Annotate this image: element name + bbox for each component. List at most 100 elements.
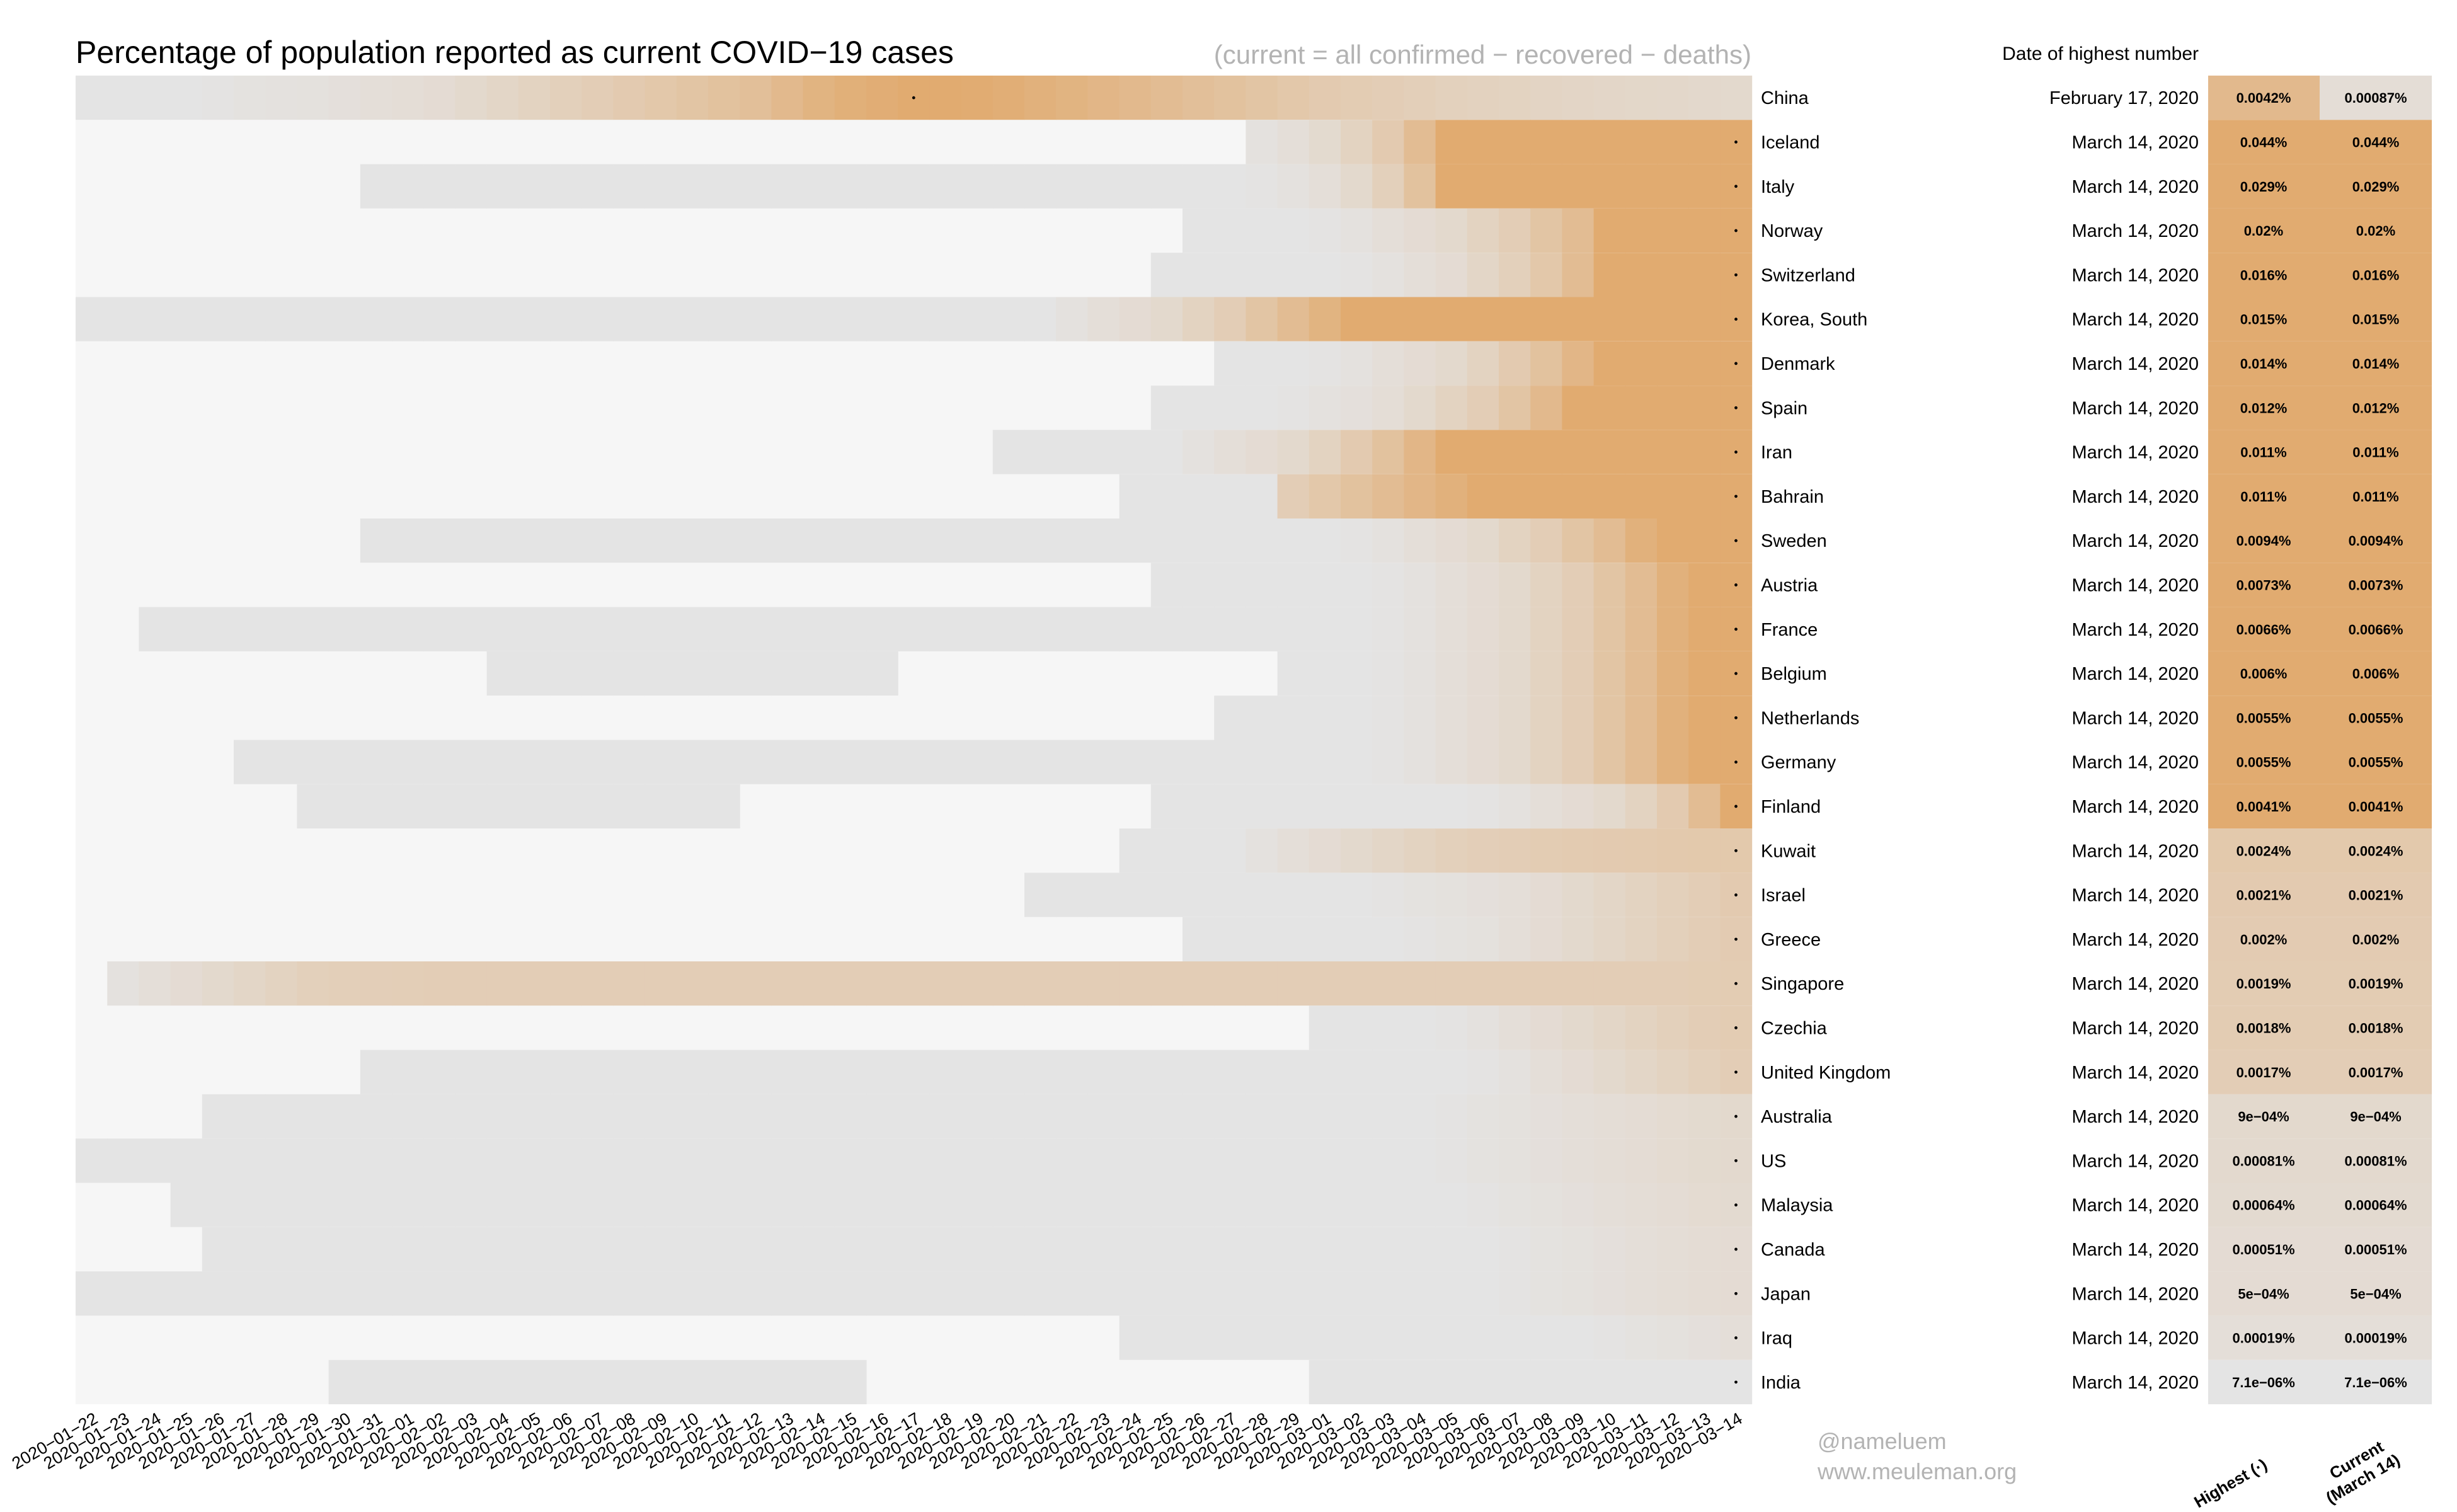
highest-value: 9e−04% xyxy=(2238,1109,2289,1125)
heatmap-cell xyxy=(581,76,614,120)
heatmap-cell xyxy=(328,1138,361,1183)
heatmap-cell xyxy=(1530,297,1562,341)
current-value: 0.029% xyxy=(2352,179,2400,195)
current-value: 0.012% xyxy=(2352,400,2400,416)
heatmap-cell xyxy=(1562,873,1595,917)
heatmap-cell xyxy=(1404,164,1436,209)
heatmap-cell xyxy=(1341,430,1373,474)
heatmap-cell xyxy=(1183,961,1215,1006)
heatmap-cell xyxy=(234,607,266,651)
current-cell xyxy=(2320,430,2432,474)
heatmap-cell xyxy=(265,76,297,120)
heatmap-cell xyxy=(423,1183,455,1227)
heatmap-cell xyxy=(929,1094,962,1139)
heatmap-cell xyxy=(581,518,614,563)
heatmap-cell xyxy=(1657,1315,1689,1360)
heatmap-cell xyxy=(803,1360,835,1404)
peak-date: March 14, 2020 xyxy=(2071,1107,2199,1127)
heatmap-cell xyxy=(961,518,994,563)
heatmap-cell xyxy=(360,1094,392,1139)
heatmap-cell xyxy=(1214,828,1246,873)
highest-value: 0.0018% xyxy=(2236,1020,2291,1036)
heatmap-cell xyxy=(1499,563,1531,607)
heatmap-cell xyxy=(961,1271,994,1316)
heatmap-cell xyxy=(992,1271,1025,1316)
heatmap-cell xyxy=(1341,120,1373,164)
heatmap-cell xyxy=(265,1183,297,1227)
heatmap-cell xyxy=(771,740,804,784)
heatmap-cell xyxy=(1625,1050,1658,1094)
heatmap-cell xyxy=(1625,1360,1658,1404)
heatmap-cell xyxy=(1277,873,1310,917)
heatmap-cell xyxy=(518,76,551,120)
heatmap-cell xyxy=(866,651,898,696)
heatmap-cell xyxy=(1087,607,1120,651)
heatmap-cell xyxy=(518,651,551,696)
heatmap-cell xyxy=(1625,917,1658,961)
heatmap-cell xyxy=(107,1271,139,1316)
heatmap-cell xyxy=(613,961,646,1006)
country-label: Bahrain xyxy=(1761,487,1824,507)
highest-value: 0.0094% xyxy=(2236,533,2291,549)
current-value: 0.0018% xyxy=(2349,1020,2403,1036)
country-label: Austria xyxy=(1761,575,1818,595)
heatmap-cell xyxy=(1309,1094,1341,1139)
heatmap-cell xyxy=(1277,1138,1310,1183)
heatmap-cell xyxy=(550,1094,582,1139)
heatmap-cell xyxy=(992,740,1025,784)
country-label: Denmark xyxy=(1761,354,1835,374)
heatmap-cell xyxy=(1341,341,1373,386)
heatmap-cell xyxy=(392,1050,424,1094)
heatmap-cell xyxy=(803,518,835,563)
heatmap-cell xyxy=(1467,607,1499,651)
heatmap-cell xyxy=(1024,740,1057,784)
heatmap-cell xyxy=(1404,1005,1436,1050)
heatmap-cell xyxy=(1404,1227,1436,1272)
heatmap-cell xyxy=(1087,1271,1120,1316)
heatmap-cell xyxy=(644,607,677,651)
peak-marker xyxy=(1734,1380,1738,1384)
heatmap-cell xyxy=(1499,1050,1531,1094)
heatmap-cell xyxy=(929,607,962,651)
country-label: India xyxy=(1761,1373,1801,1393)
heatmap-cell xyxy=(1467,386,1499,430)
current-value: 0.02% xyxy=(2356,223,2395,239)
heatmap-cell xyxy=(644,1094,677,1139)
heatmap-cell xyxy=(771,1227,804,1272)
heatmap-cell xyxy=(1024,873,1057,917)
heatmap-cell xyxy=(771,1183,804,1227)
heatmap-cell xyxy=(834,1183,867,1227)
heatmap-cell xyxy=(1214,1138,1246,1183)
current-value: 0.00081% xyxy=(2344,1153,2407,1169)
heatmap-cell xyxy=(1404,1271,1436,1316)
highest-value: 0.012% xyxy=(2240,400,2288,416)
current-value: 0.00019% xyxy=(2344,1331,2407,1346)
heatmap-cell xyxy=(1341,563,1373,607)
heatmap-cell xyxy=(1467,164,1499,209)
heatmap-cell xyxy=(1593,784,1626,829)
heatmap-cell xyxy=(1435,474,1468,518)
country-label: Australia xyxy=(1761,1107,1833,1127)
heatmap-cell xyxy=(1056,1183,1088,1227)
peak-marker xyxy=(1734,982,1738,985)
heatmap-cell xyxy=(76,76,108,120)
heatmap-cell xyxy=(1435,961,1468,1006)
heatmap-cell xyxy=(486,76,519,120)
heatmap-cell xyxy=(392,607,424,651)
highest-cell xyxy=(2208,253,2320,297)
current-cell xyxy=(2320,386,2432,430)
heatmap-cell xyxy=(1246,341,1278,386)
heatmap-cell xyxy=(771,297,804,341)
current-cell xyxy=(2320,164,2432,209)
heatmap-cell xyxy=(107,76,139,120)
current-cell xyxy=(2320,784,2432,829)
heatmap-cell xyxy=(1119,873,1152,917)
heatmap-cell xyxy=(423,740,455,784)
heatmap-cell xyxy=(1183,1138,1215,1183)
heatmap-cell xyxy=(1404,607,1436,651)
heatmap-cell xyxy=(740,740,772,784)
heatmap-cell xyxy=(740,1094,772,1139)
heatmap-cell xyxy=(1688,297,1721,341)
heatmap-cell xyxy=(265,961,297,1006)
heatmap-cell xyxy=(1246,297,1278,341)
